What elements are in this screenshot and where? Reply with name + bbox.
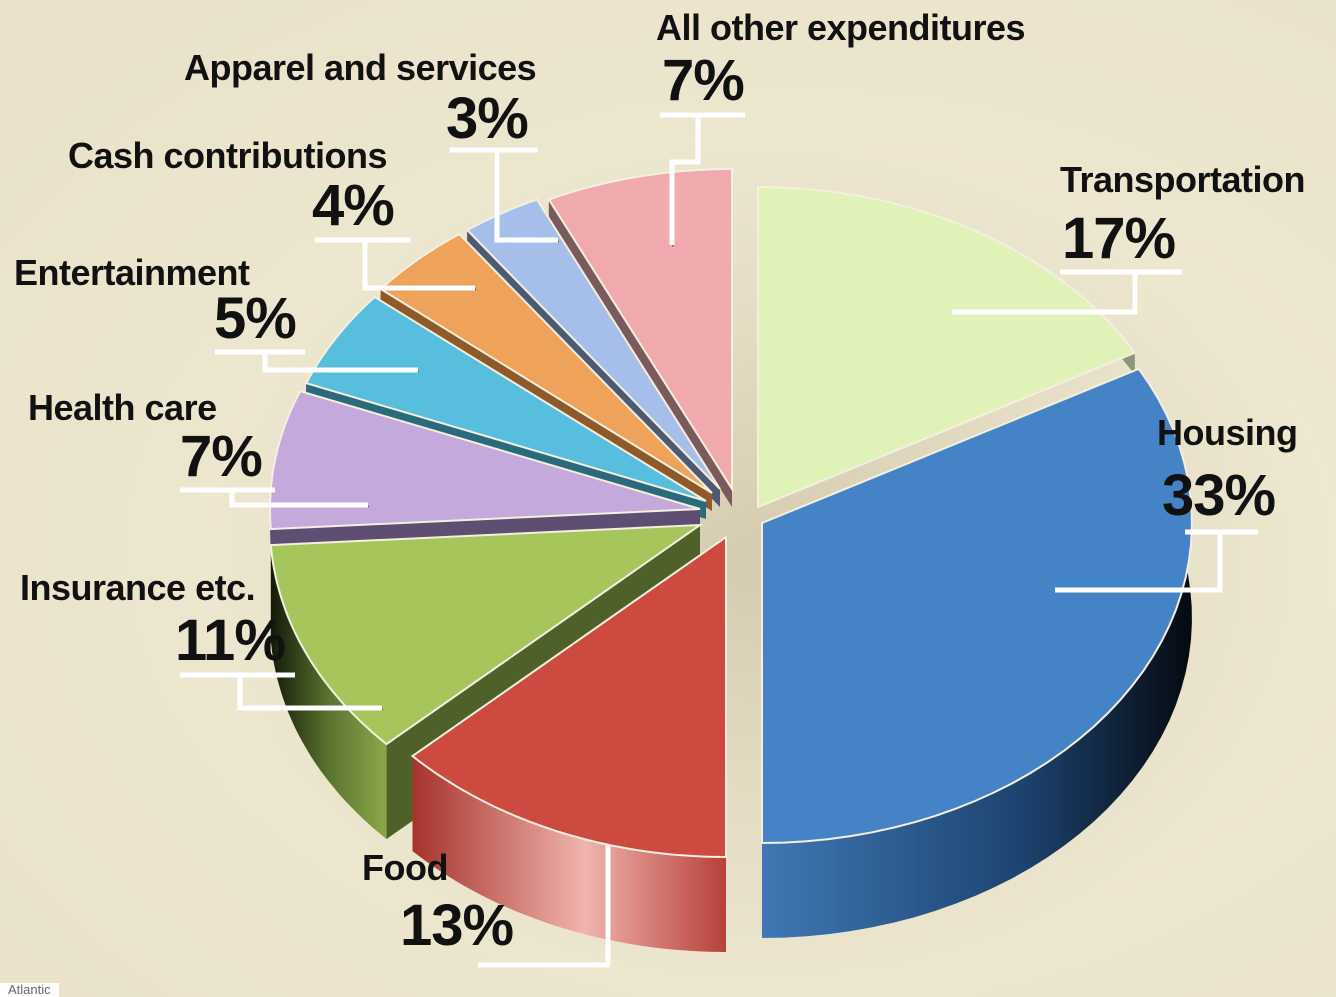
pie-slice-side: [270, 545, 387, 840]
slice-percent-housing: 33%: [1162, 463, 1276, 528]
pie-slice-side: [762, 368, 1192, 938]
slice-percent-food: 13%: [400, 893, 514, 958]
slice-percent-transportation: 17%: [1062, 206, 1176, 271]
leader-line: [362, 240, 475, 291]
pie-slice-insurance-etc: [269, 523, 704, 746]
slice-percent-apparel-and-services: 3%: [446, 86, 528, 151]
leader-line: [262, 352, 418, 373]
slice-percent-all-other-expenditures: 7%: [662, 48, 744, 113]
slice-label-entertainment: Entertainment: [14, 252, 250, 293]
pie-slice-health-care: [269, 390, 701, 531]
slice-percent-insurance-etc: 11%: [175, 608, 285, 673]
slice-label-housing: Housing: [1157, 412, 1297, 453]
slice-label-apparel-and-services: Apparel and services: [184, 47, 536, 88]
leader-line: [1055, 532, 1223, 593]
source-credit: Atlantic: [0, 983, 59, 997]
slice-percent-health-care: 7%: [180, 424, 262, 489]
pie-slice-housing: [761, 367, 1193, 845]
pie-slice-food: [410, 535, 727, 859]
leader-line: [952, 272, 1138, 315]
pie-slice-cash-contributions: [379, 232, 713, 494]
pie-slice-cut: [548, 199, 732, 508]
slice-label-health-care: Health care: [28, 387, 217, 428]
leader-line: [237, 675, 382, 711]
slice-label-all-other-expenditures: All other expenditures: [656, 7, 1025, 48]
slice-percent-entertainment: 5%: [214, 286, 296, 351]
slice-label-transportation: Transportation: [1060, 159, 1305, 200]
pie-slice-all-other-expenditures: [547, 168, 733, 493]
slice-percent-cash-contributions: 4%: [312, 173, 394, 238]
slice-label-cash-contributions: Cash contributions: [68, 135, 387, 176]
leader-line: [494, 150, 558, 243]
slice-label-food: Food: [362, 847, 448, 888]
pie-slice-apparel-and-services: [465, 198, 721, 490]
leader-line: [229, 490, 368, 508]
slice-label-insurance-etc: Insurance etc.: [20, 567, 255, 608]
leader-line: [669, 115, 701, 245]
